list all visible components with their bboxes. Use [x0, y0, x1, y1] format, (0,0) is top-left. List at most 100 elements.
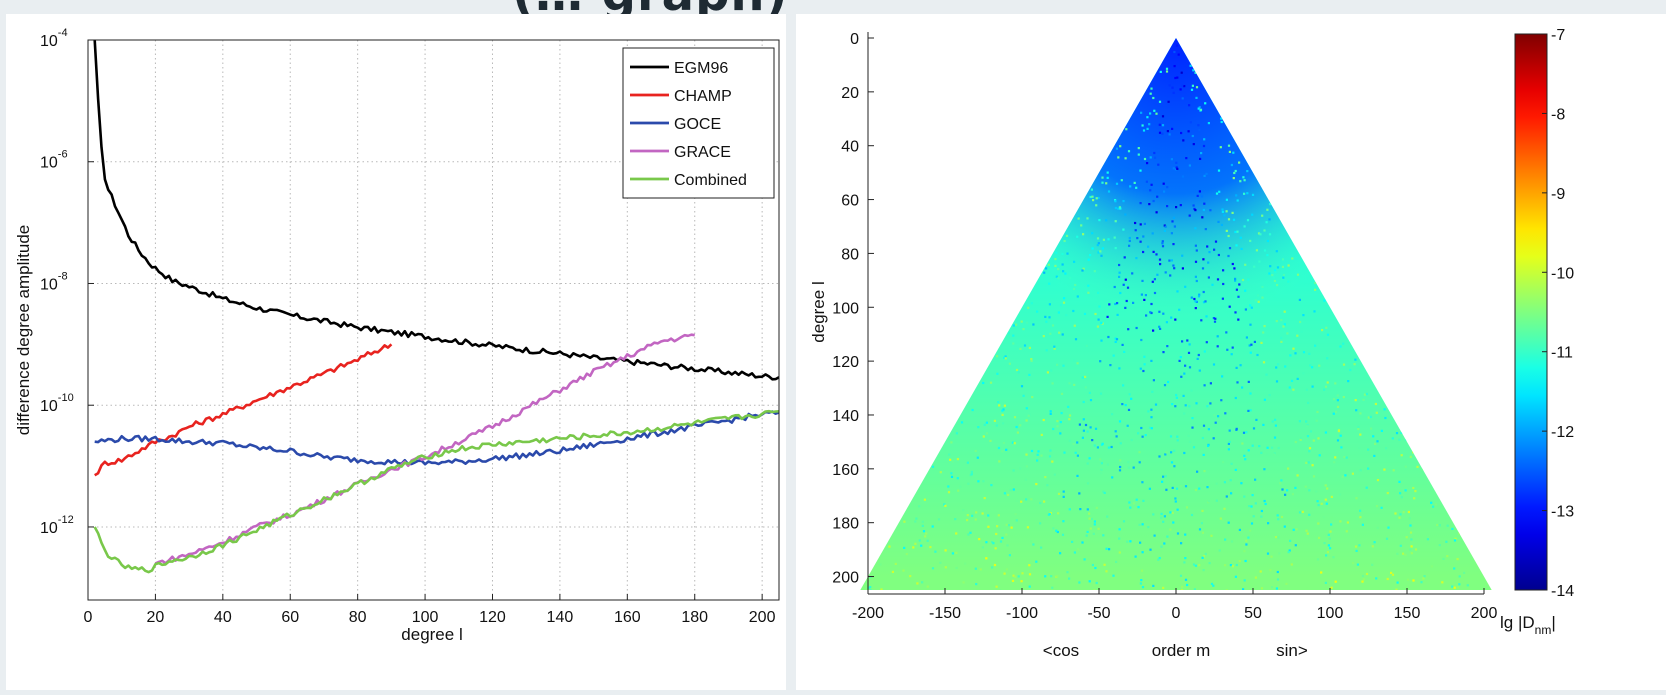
coefficient-cell	[1056, 530, 1059, 534]
coefficient-cell	[1412, 451, 1415, 454]
coefficient-cell	[1068, 382, 1071, 385]
coefficient-cell	[1141, 279, 1144, 282]
coefficient-cell	[1383, 468, 1386, 471]
coefficient-cell	[1048, 512, 1051, 515]
coefficient-cell	[1220, 399, 1223, 402]
coefficient-cell	[1231, 262, 1234, 266]
coefficient-cell	[1202, 301, 1206, 304]
colorbar-ticks: -7 -8 -9 -10 -11 -12 -13 -14	[1542, 27, 1574, 600]
coefficient-cell	[1231, 211, 1234, 214]
coefficient-cell	[1166, 535, 1169, 538]
coefficient-cell	[1163, 542, 1166, 545]
coefficient-cell	[1269, 265, 1272, 268]
coefficient-cell	[1149, 311, 1152, 314]
coefficient-cell	[1161, 115, 1165, 118]
coefficient-cell	[1244, 263, 1247, 266]
coefficient-cell	[1275, 250, 1278, 253]
coefficient-cell	[995, 424, 998, 427]
x-tick-label: 140	[547, 609, 574, 626]
coefficient-cell	[1339, 434, 1342, 437]
coefficient-cell	[1438, 525, 1441, 528]
coefficient-cell	[1175, 487, 1179, 490]
coefficient-cell	[1423, 575, 1426, 578]
coefficient-cell	[1230, 163, 1233, 167]
coefficient-cell	[1119, 465, 1122, 469]
coefficient-cell	[1164, 453, 1167, 456]
coefficient-cell	[1143, 157, 1147, 161]
coefficient-cell	[1220, 120, 1223, 124]
coefficient-cell	[1399, 492, 1402, 495]
coefficient-cell	[1296, 474, 1299, 477]
coefficient-cell	[1035, 560, 1038, 563]
coefficient-cell	[1373, 541, 1376, 544]
coefficient-cell	[912, 546, 915, 549]
coefficient-cell	[1057, 492, 1061, 495]
coefficient-cell	[1007, 332, 1010, 335]
coefficient-cell	[1227, 521, 1230, 524]
coefficient-cell	[1127, 150, 1131, 153]
coefficient-cell	[1061, 263, 1064, 266]
coefficient-cell	[1231, 346, 1234, 349]
coefficient-cell	[1012, 334, 1015, 337]
coefficient-cell	[1189, 64, 1192, 67]
series-lines	[93, 39, 780, 574]
order-tick-label: -100	[1006, 605, 1038, 622]
coefficient-cell	[920, 544, 923, 547]
coefficient-cell	[1153, 278, 1156, 281]
coefficient-cell	[1219, 146, 1222, 149]
coefficient-cell	[999, 589, 1002, 590]
coefficient-cell	[1101, 247, 1104, 250]
coefficient-cell	[969, 531, 972, 534]
coefficient-cell	[1287, 264, 1290, 267]
coefficient-cell	[1261, 214, 1264, 217]
coefficient-cell	[1062, 270, 1065, 273]
coefficient-cell	[1122, 384, 1125, 387]
coefficient-cell	[1213, 320, 1217, 323]
coefficient-cell	[1086, 217, 1089, 220]
coefficient-cell	[1001, 413, 1004, 416]
coefficient-cell	[1158, 258, 1162, 261]
coefficient-cell	[1421, 468, 1424, 471]
coefficient-cell	[1187, 351, 1191, 354]
coefficient-cell	[923, 498, 926, 501]
coefficient-cell	[1092, 532, 1095, 535]
x-tick-label: 0	[84, 609, 93, 626]
coefficient-cell	[1213, 414, 1216, 417]
coefficient-cell	[1234, 396, 1237, 400]
coefficient-cell	[1301, 510, 1304, 513]
coefficient-cell	[1086, 462, 1089, 465]
coefficient-cell	[1238, 161, 1241, 164]
coefficient-cell	[1395, 432, 1399, 435]
coefficient-cell	[1093, 584, 1096, 587]
coefficient-cell	[1171, 127, 1174, 130]
coefficient-cell	[1305, 420, 1308, 423]
coefficient-cell	[1180, 131, 1183, 135]
coefficient-cell	[1128, 239, 1131, 242]
coefficient-cell	[1002, 422, 1005, 425]
coefficient-cell	[1296, 377, 1299, 380]
coefficient-cell	[985, 421, 988, 424]
coefficient-cell	[1346, 521, 1349, 524]
cos-label: <cos	[1043, 641, 1079, 660]
coefficient-cell	[1073, 359, 1076, 362]
coefficient-cell	[1127, 466, 1130, 469]
coefficient-cell	[1253, 340, 1256, 343]
coefficient-cell	[1243, 414, 1247, 417]
coefficient-cell	[1003, 404, 1006, 407]
coefficient-cell	[982, 435, 985, 438]
coefficient-cell	[1105, 547, 1108, 550]
coefficient-cell	[1003, 572, 1006, 575]
coefficient-cell	[951, 460, 954, 463]
coefficient-cell	[1235, 366, 1238, 369]
coefficient-cell	[1430, 501, 1433, 504]
coefficient-cell	[1144, 434, 1147, 437]
coefficient-cell	[1109, 364, 1112, 367]
coefficient-cell	[1359, 412, 1362, 415]
coefficient-cell	[997, 401, 1000, 404]
coefficient-cell	[1020, 500, 1023, 503]
y-tick-exponent: -12	[58, 514, 74, 526]
coefficient-cell	[1102, 238, 1105, 241]
coefficient-cell	[1404, 489, 1407, 492]
coefficient-cell	[990, 484, 993, 487]
